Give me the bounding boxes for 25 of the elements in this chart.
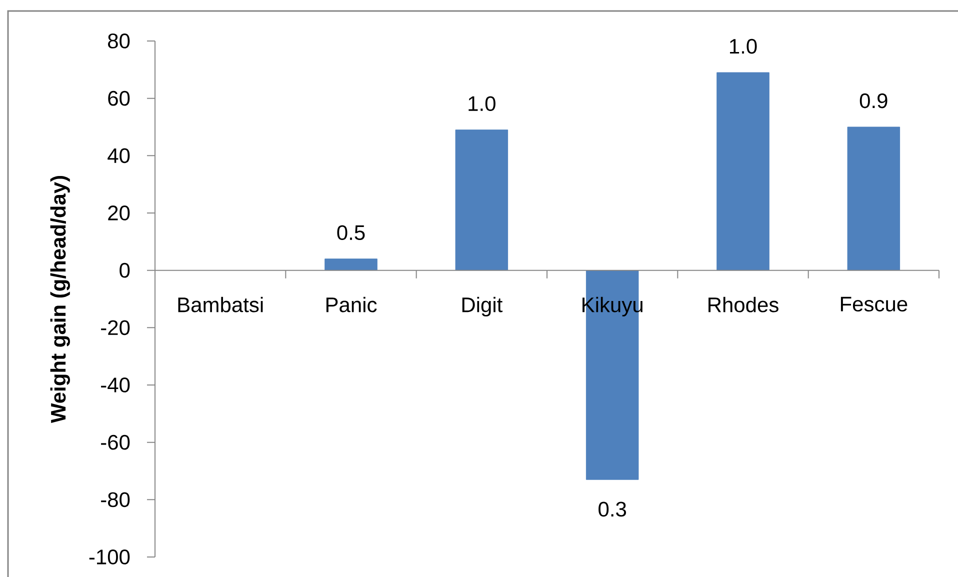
y-axis-title: Weight gain (g/head/day): [50, 176, 70, 424]
y-tick-label: -40: [101, 378, 130, 392]
annotation: 0.5: [337, 225, 365, 240]
bar: [847, 126, 900, 271]
y-tick-label: -80: [101, 492, 130, 508]
y-tick-label: 20: [108, 206, 130, 220]
annotation: 1.0: [730, 38, 757, 54]
y-tick-label: -20: [101, 320, 130, 336]
annotation: 1.0: [468, 96, 496, 112]
x-tick-label: Bambatsi: [178, 296, 263, 312]
bar: [455, 130, 508, 271]
y-tick-label: 80: [108, 34, 130, 48]
y-tick-label: -60: [101, 434, 130, 450]
y-tick-label: -100: [89, 550, 130, 564]
bar: [324, 258, 378, 271]
y-tick-label: 60: [108, 90, 130, 106]
x-tick-label: Fescue: [840, 296, 908, 312]
annotation: 0.9: [860, 93, 888, 108]
x-tick-label: Panic: [326, 296, 377, 312]
bar: [716, 72, 770, 271]
y-tick-label: 0: [120, 262, 130, 278]
annotation: 0.3: [598, 502, 626, 517]
y-tick-label: 40: [108, 148, 130, 164]
x-tick-label: Digit: [462, 296, 503, 316]
x-tick-label: Rhodes: [708, 296, 778, 312]
